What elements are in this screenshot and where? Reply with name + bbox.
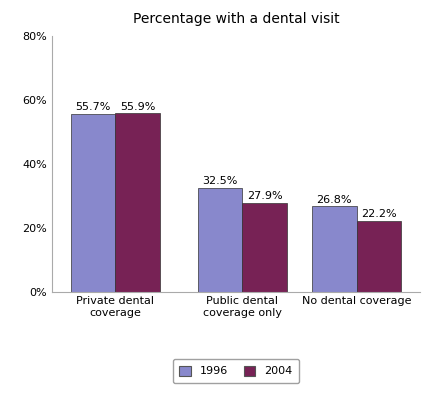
Text: 32.5%: 32.5% <box>203 176 238 186</box>
Title: Percentage with a dental visit: Percentage with a dental visit <box>132 12 339 26</box>
Text: 27.9%: 27.9% <box>247 191 282 201</box>
Text: 55.9%: 55.9% <box>120 102 155 112</box>
Bar <box>356 221 401 292</box>
Bar <box>198 188 242 292</box>
Legend: 1996, 2004: 1996, 2004 <box>173 359 299 383</box>
Bar <box>116 113 160 292</box>
Bar <box>312 206 356 292</box>
Bar <box>71 114 116 292</box>
Bar <box>242 202 287 292</box>
Text: 26.8%: 26.8% <box>317 194 352 205</box>
Text: 22.2%: 22.2% <box>361 209 397 219</box>
Text: 55.7%: 55.7% <box>75 102 111 112</box>
